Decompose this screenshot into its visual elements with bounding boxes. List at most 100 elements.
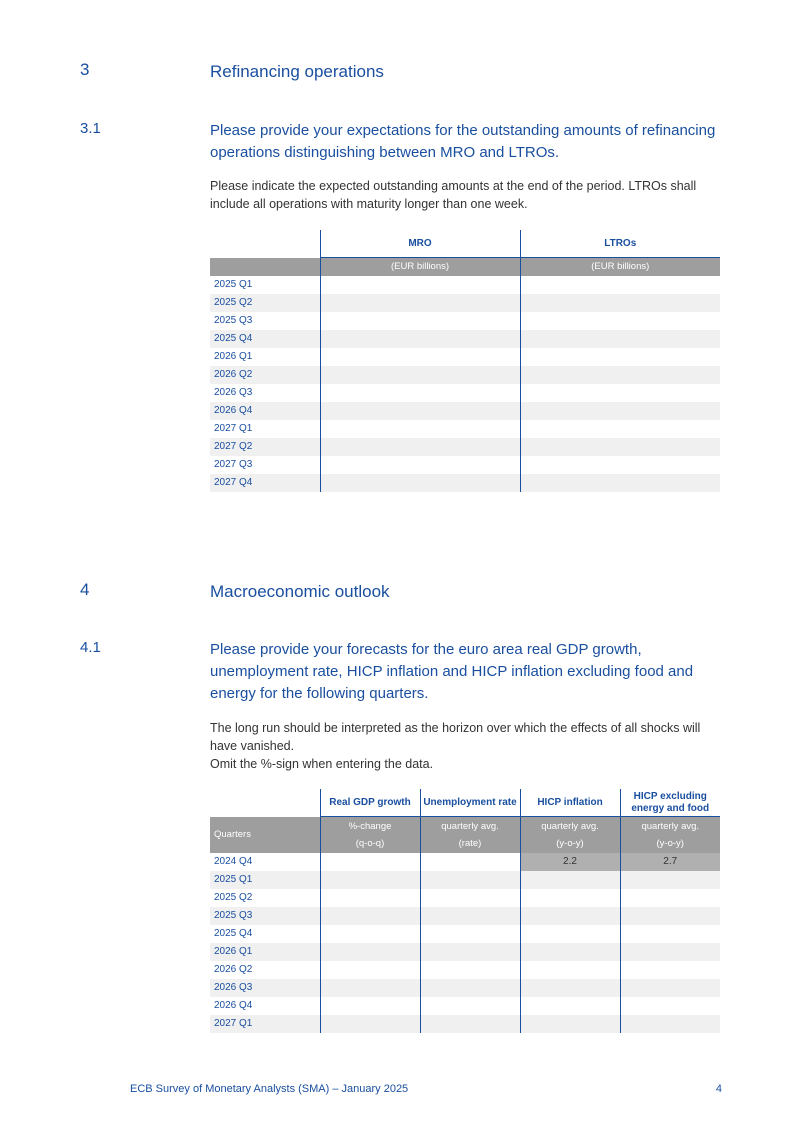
table-row: 2027 Q3	[210, 456, 720, 474]
row-label: 2025 Q3	[210, 907, 320, 925]
table-row: 2025 Q2	[210, 294, 720, 312]
row-label: 2027 Q3	[210, 456, 320, 474]
body-line-1: The long run should be interpreted as th…	[210, 721, 700, 753]
cell-unemp	[420, 889, 520, 907]
row-label: 2024 Q4	[210, 853, 320, 871]
section-number: 3	[80, 60, 210, 84]
cell-unemp	[420, 943, 520, 961]
row-label: 2026 Q2	[210, 961, 320, 979]
cell-mro	[320, 330, 520, 348]
cell-gdp	[320, 979, 420, 997]
cell-unemp	[420, 979, 520, 997]
table-row: 2027 Q2	[210, 438, 720, 456]
row-label: 2025 Q1	[210, 871, 320, 889]
row-label: 2025 Q2	[210, 294, 320, 312]
col-header-gdp: Real GDP growth	[320, 789, 420, 817]
section-title: Macroeconomic outlook	[210, 580, 390, 604]
page-number: 4	[716, 1083, 722, 1095]
cell-mro	[320, 420, 520, 438]
cell-ltros	[520, 438, 720, 456]
section-3-header: 3 Refinancing operations	[80, 60, 722, 84]
row-label: 2025 Q1	[210, 276, 320, 294]
cell-mro	[320, 402, 520, 420]
section-number: 4	[80, 580, 210, 604]
table-row: 2025 Q3	[210, 907, 720, 925]
cell-mro	[320, 456, 520, 474]
subsection-title: Please provide your forecasts for the eu…	[210, 639, 722, 704]
macro-outlook-table: Real GDP growth Unemployment rate HICP i…	[210, 789, 720, 1033]
row-label: 2026 Q1	[210, 348, 320, 366]
cell-gdp	[320, 853, 420, 871]
table-row: 2025 Q4	[210, 925, 720, 943]
row-label: 2027 Q1	[210, 420, 320, 438]
row-label: 2025 Q2	[210, 889, 320, 907]
subsection-number: 3.1	[80, 120, 210, 164]
cell-ltros	[520, 456, 720, 474]
body-line-2: Omit the %-sign when entering the data.	[210, 757, 433, 771]
col-header-mro: MRO	[320, 230, 520, 258]
col-header-hicp: HICP inflation	[520, 789, 620, 817]
cell-unemp	[420, 961, 520, 979]
cell-gdp	[320, 871, 420, 889]
cell-hicp-ex	[620, 961, 720, 979]
cell-hicp-ex	[620, 907, 720, 925]
row-label: 2026 Q2	[210, 366, 320, 384]
cell-mro	[320, 348, 520, 366]
table-row: 2026 Q4	[210, 402, 720, 420]
subsection-3-1-body: Please indicate the expected outstanding…	[210, 177, 722, 213]
cell-mro	[320, 312, 520, 330]
cell-ltros	[520, 348, 720, 366]
col-header-ltros: LTROs	[520, 230, 720, 258]
cell-gdp	[320, 997, 420, 1015]
row-label: 2026 Q4	[210, 402, 320, 420]
row-label: 2026 Q4	[210, 997, 320, 1015]
table-row: 2027 Q1	[210, 420, 720, 438]
cell-hicp-ex	[620, 871, 720, 889]
row-label: 2025 Q4	[210, 330, 320, 348]
subsection-4-1-header: 4.1 Please provide your forecasts for th…	[80, 639, 722, 704]
table-row: 2026 Q3	[210, 384, 720, 402]
subsection-title: Please provide your expectations for the…	[210, 120, 722, 164]
col-header-unemp: Unemployment rate	[420, 789, 520, 817]
cell-gdp	[320, 943, 420, 961]
sub-header-ltros: (EUR billions)	[520, 258, 720, 276]
table-row: 2025 Q4	[210, 330, 720, 348]
cell-gdp	[320, 907, 420, 925]
subsection-number: 4.1	[80, 639, 210, 704]
row-label: 2026 Q3	[210, 384, 320, 402]
section-4-header: 4 Macroeconomic outlook	[80, 580, 722, 604]
cell-ltros	[520, 276, 720, 294]
cell-mro	[320, 384, 520, 402]
cell-hicp	[520, 871, 620, 889]
table-row: 2026 Q1	[210, 943, 720, 961]
cell-unemp	[420, 907, 520, 925]
cell-gdp	[320, 1015, 420, 1033]
table-row: 2026 Q2	[210, 366, 720, 384]
cell-hicp: 2.2	[520, 853, 620, 871]
cell-ltros	[520, 474, 720, 492]
cell-gdp	[320, 889, 420, 907]
cell-hicp	[520, 943, 620, 961]
cell-hicp	[520, 979, 620, 997]
table-row: 2025 Q2	[210, 889, 720, 907]
row-label: 2026 Q1	[210, 943, 320, 961]
cell-ltros	[520, 402, 720, 420]
cell-hicp-ex	[620, 925, 720, 943]
row-label: 2026 Q3	[210, 979, 320, 997]
cell-unemp	[420, 925, 520, 943]
cell-hicp-ex	[620, 997, 720, 1015]
table-row: 2026 Q2	[210, 961, 720, 979]
cell-hicp-ex	[620, 979, 720, 997]
cell-unemp	[420, 871, 520, 889]
table-row: 2027 Q4	[210, 474, 720, 492]
cell-unemp	[420, 1015, 520, 1033]
quarters-label: Quarters	[210, 817, 320, 853]
cell-ltros	[520, 330, 720, 348]
cell-hicp	[520, 1015, 620, 1033]
table-row: 2025 Q3	[210, 312, 720, 330]
col-header-hicp-ex: HICP excluding energy and food	[620, 789, 720, 817]
cell-gdp	[320, 961, 420, 979]
sub-header-mro: (EUR billions)	[320, 258, 520, 276]
page-footer: ECB Survey of Monetary Analysts (SMA) – …	[130, 1083, 722, 1095]
cell-gdp	[320, 925, 420, 943]
